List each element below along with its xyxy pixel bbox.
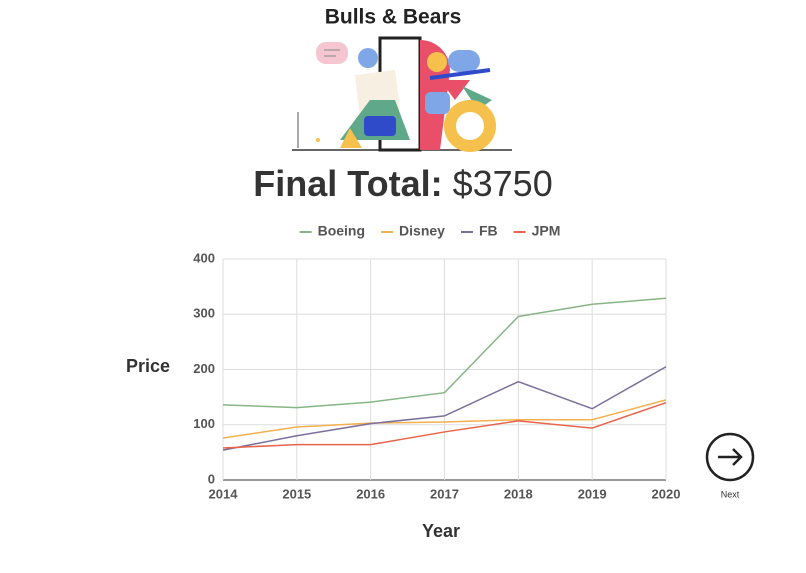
y-tick-label: 400: [193, 250, 215, 265]
x-tick-label: 2016: [356, 486, 385, 501]
y-axis-label: Price: [126, 356, 170, 376]
next-arrow: [718, 448, 743, 466]
x-tick-label: 2019: [578, 486, 607, 501]
illustration: [292, 36, 512, 152]
series-line: [222, 401, 667, 449]
final-total: Final Total: $3750: [253, 163, 552, 204]
series-line: [222, 366, 667, 451]
series-line: [222, 297, 667, 409]
y-tick-label: 100: [193, 416, 215, 431]
total-label: Final Total:: [253, 163, 442, 204]
x-tick-label: 2017: [430, 486, 459, 501]
legend-label: JPM: [532, 223, 561, 239]
y-tick-label: 200: [193, 361, 215, 376]
legend-label: FB: [479, 223, 498, 239]
x-tick-label: 2014: [209, 486, 239, 501]
x-tick-label: 2015: [282, 486, 311, 501]
series-line: [222, 399, 667, 439]
y-tick-label: 0: [208, 471, 215, 486]
x-axis-label: Year: [422, 521, 460, 541]
next-label[interactable]: Next: [721, 489, 740, 499]
legend-label: Boeing: [318, 223, 365, 239]
x-tick-label: 2020: [652, 486, 681, 501]
next-button[interactable]: Next: [705, 432, 755, 499]
app-title: Bulls & Bears: [325, 6, 462, 29]
x-tick-label: 2018: [504, 486, 533, 501]
y-tick-label: 300: [193, 306, 215, 321]
total-amount: $3750: [453, 163, 553, 204]
legend-label: Disney: [399, 223, 445, 239]
